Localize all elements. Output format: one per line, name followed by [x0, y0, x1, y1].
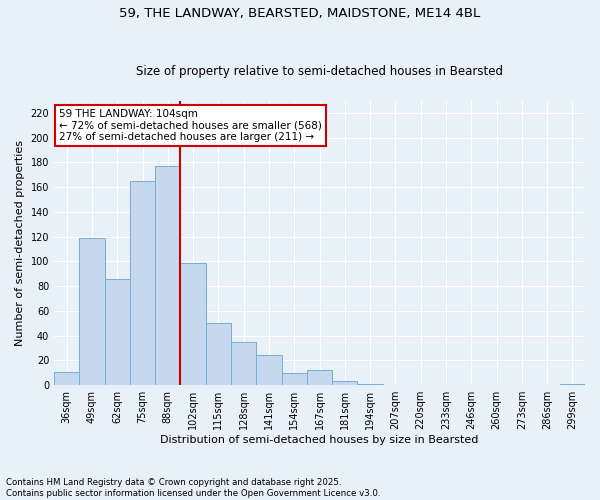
Y-axis label: Number of semi-detached properties: Number of semi-detached properties	[15, 140, 25, 346]
Text: Contains HM Land Registry data © Crown copyright and database right 2025.
Contai: Contains HM Land Registry data © Crown c…	[6, 478, 380, 498]
Bar	[256, 356, 281, 385]
Text: 59 THE LANDWAY: 104sqm
← 72% of semi-detached houses are smaller (568)
27% of se: 59 THE LANDWAY: 104sqm ← 72% of semi-det…	[59, 109, 322, 142]
Bar	[307, 370, 332, 385]
Bar	[130, 181, 155, 385]
Bar	[104, 279, 130, 385]
Bar	[358, 384, 383, 385]
Text: 59, THE LANDWAY, BEARSTED, MAIDSTONE, ME14 4BL: 59, THE LANDWAY, BEARSTED, MAIDSTONE, ME…	[119, 8, 481, 20]
Bar	[54, 372, 79, 385]
Bar	[206, 324, 231, 385]
Bar	[332, 382, 358, 385]
Bar	[79, 238, 104, 385]
Bar	[155, 166, 181, 385]
X-axis label: Distribution of semi-detached houses by size in Bearsted: Distribution of semi-detached houses by …	[160, 435, 479, 445]
Bar	[281, 373, 307, 385]
Bar	[181, 262, 206, 385]
Bar	[560, 384, 585, 385]
Title: Size of property relative to semi-detached houses in Bearsted: Size of property relative to semi-detach…	[136, 66, 503, 78]
Bar	[231, 342, 256, 385]
